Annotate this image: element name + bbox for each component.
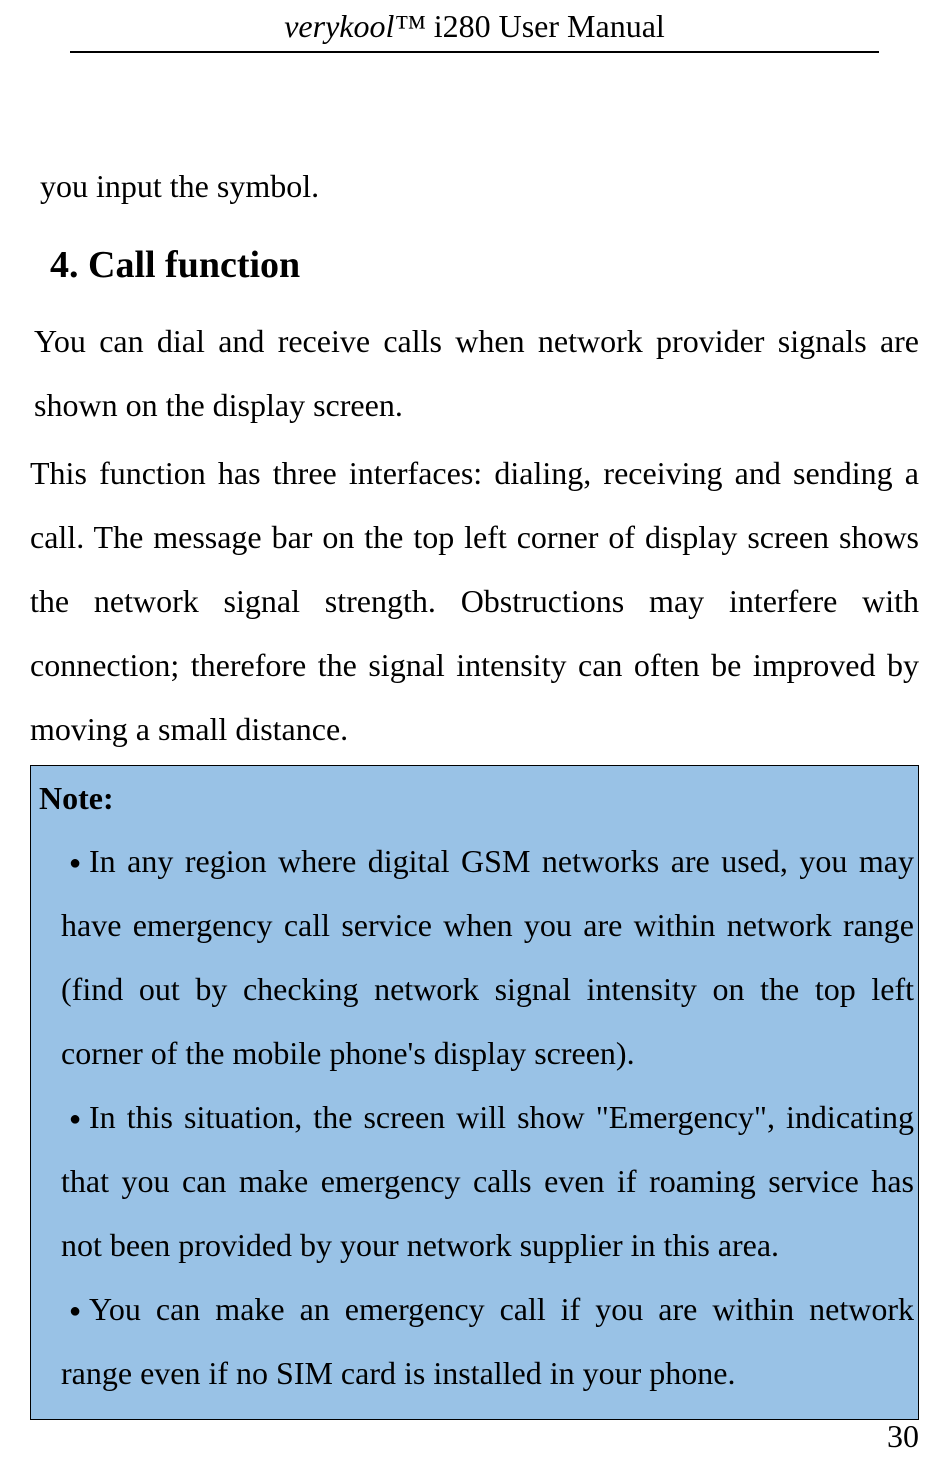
header-title: verykool™ i280 User Manual <box>284 8 665 45</box>
bullet-icon: ● <box>61 843 89 883</box>
bullet-icon: ● <box>61 1099 89 1139</box>
note-label: Note: <box>39 780 914 817</box>
note-item-1-text: In any region where digital GSM networks… <box>61 843 914 1071</box>
paragraph-1: You can dial and receive calls when netw… <box>34 309 919 437</box>
content-area: you input the symbol. 4. Call function Y… <box>0 53 949 1420</box>
note-box: Note: ●In any region where digital GSM n… <box>30 765 919 1420</box>
page: verykool™ i280 User Manual you input the… <box>0 0 949 1469</box>
header-title-rest: i280 User Manual <box>426 8 665 44</box>
intro-line: you input the symbol. <box>40 168 919 205</box>
note-item-2: ●In this situation, the screen will show… <box>35 1085 914 1277</box>
bullet-icon: ● <box>61 1291 89 1331</box>
note-item-3-text: You can make an emergency call if you ar… <box>61 1291 914 1391</box>
page-header: verykool™ i280 User Manual <box>0 0 949 53</box>
section-heading: 4. Call function <box>50 243 919 287</box>
paragraph-2: This function has three interfaces: dial… <box>30 441 919 761</box>
note-item-3: ●You can make an emergency call if you a… <box>35 1277 914 1405</box>
header-brand: verykool™ <box>284 8 426 44</box>
note-item-1: ●In any region where digital GSM network… <box>35 829 914 1085</box>
note-item-2-text: In this situation, the screen will show … <box>61 1099 914 1263</box>
page-number: 30 <box>887 1418 919 1455</box>
